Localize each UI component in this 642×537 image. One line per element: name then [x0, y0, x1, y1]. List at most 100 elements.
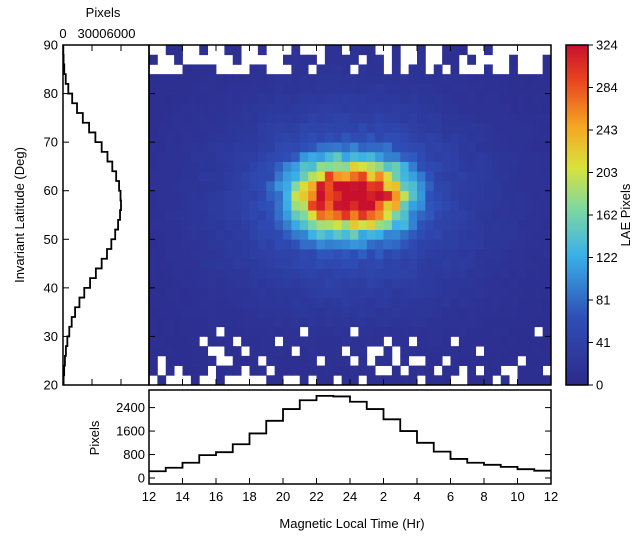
heatmap-cell — [333, 171, 343, 182]
heatmap-cell — [241, 151, 250, 162]
heatmap-cell — [316, 93, 326, 104]
heatmap-cell — [500, 219, 510, 230]
heatmap-cell — [383, 219, 393, 230]
heatmap-cell — [341, 74, 351, 85]
heatmap-cell — [308, 258, 317, 269]
mlt-x-tick-label: 14 — [175, 489, 189, 504]
heatmap-cell — [341, 161, 351, 172]
heatmap-cell — [517, 122, 527, 133]
heatmap-cell — [542, 93, 552, 104]
heatmap-cell — [182, 151, 192, 162]
heatmap-cell — [358, 278, 368, 289]
heatmap-cell — [224, 287, 234, 298]
heatmap-cell — [232, 181, 242, 192]
heatmap-cell — [216, 122, 225, 133]
heatmap-cell — [333, 297, 343, 308]
heatmap-cell — [408, 64, 418, 75]
heatmap-cell — [358, 346, 368, 357]
heatmap-cell — [391, 83, 401, 94]
colorbar-tick-label: 162 — [596, 208, 618, 223]
heatmap-cell — [525, 83, 535, 94]
heatmap-cell — [216, 278, 225, 289]
heatmap-cell — [149, 268, 158, 279]
heatmap-cell — [224, 190, 234, 201]
heatmap-cell — [484, 200, 493, 211]
heatmap-cell — [442, 219, 451, 230]
heatmap-cell — [149, 181, 158, 192]
heatmap-cell — [375, 64, 384, 75]
heatmap-cell — [417, 278, 426, 289]
heatmap-cell — [299, 278, 309, 289]
mlt-histogram-line — [149, 394, 551, 473]
heatmap-cell — [266, 74, 276, 85]
heatmap-cell — [165, 74, 175, 85]
heatmap-cell — [391, 287, 401, 298]
heatmap-cell — [425, 307, 435, 318]
heatmap-cell — [391, 103, 401, 114]
heatmap-cell — [517, 219, 527, 230]
heatmap-cell — [257, 113, 267, 124]
heatmap-cell — [417, 64, 426, 75]
heatmap-cell — [232, 74, 242, 85]
heatmap-cell — [391, 219, 401, 230]
latitude-histogram-x-tick-label: 3000 — [78, 26, 107, 41]
heatmap-cell — [408, 161, 418, 172]
heatmap-cell — [509, 355, 518, 366]
heatmap-cell — [190, 258, 200, 269]
heatmap-cell — [458, 200, 468, 211]
heatmap-cell — [525, 93, 535, 104]
heatmap-cell — [450, 210, 460, 221]
heatmap-cell — [274, 74, 284, 85]
heatmap-cell — [500, 142, 510, 153]
heatmap-cell — [207, 83, 217, 94]
heatmap-cell — [375, 355, 384, 366]
heatmap-cell — [232, 200, 242, 211]
heatmap-cell — [350, 317, 359, 328]
heatmap-cell — [408, 103, 418, 114]
heatmap-cell — [391, 151, 401, 162]
heatmap-cell — [316, 326, 326, 337]
heatmap-cell — [224, 161, 234, 172]
heatmap-cell — [149, 142, 158, 153]
heatmap-cell — [207, 132, 217, 143]
heatmap-cell — [149, 297, 158, 308]
heatmap-cell — [400, 346, 410, 357]
heatmap-cell — [333, 219, 343, 230]
heatmap-cell — [525, 190, 535, 201]
heatmap-cell — [299, 229, 309, 240]
heatmap-cell — [358, 219, 368, 230]
heatmap-cell — [232, 278, 242, 289]
heatmap-cell — [366, 132, 376, 143]
heatmap-cell — [517, 190, 527, 201]
heatmap-cell — [216, 229, 225, 240]
mlt-x-tick-labels: 12 14 16 18 20 22 24 2 4 6 8 10 12 — [142, 478, 558, 504]
mlt-x-tick-label: 16 — [209, 489, 223, 504]
heatmap-cell — [358, 200, 368, 211]
heatmap-cell — [542, 132, 552, 143]
heatmap-cell — [308, 74, 317, 85]
heatmap-cell — [350, 181, 359, 192]
heatmap-cell — [366, 219, 376, 230]
heatmap-cell — [375, 297, 384, 308]
heatmap-cell — [442, 346, 451, 357]
heatmap-cell — [333, 122, 343, 133]
heatmap-cell — [299, 219, 309, 230]
heatmap-cell — [249, 346, 259, 357]
heatmap-cell — [157, 190, 167, 201]
heatmap-cell — [484, 297, 493, 308]
heatmap-cell — [216, 239, 225, 250]
heatmap-cell — [534, 346, 544, 357]
heatmap-cell — [500, 258, 510, 269]
heatmap-cell — [165, 181, 175, 192]
heatmap-cell — [283, 151, 292, 162]
heatmap-cell — [534, 190, 544, 201]
heatmap-cell — [157, 307, 167, 318]
heatmap-cell — [358, 297, 368, 308]
heatmap-cell — [525, 122, 535, 133]
heatmap-cell — [408, 326, 418, 337]
heatmap-cell — [283, 190, 292, 201]
heatmap-cell — [500, 132, 510, 143]
heatmap-cell — [534, 103, 544, 114]
heatmap-cell — [232, 219, 242, 230]
heatmap-cell — [450, 229, 460, 240]
